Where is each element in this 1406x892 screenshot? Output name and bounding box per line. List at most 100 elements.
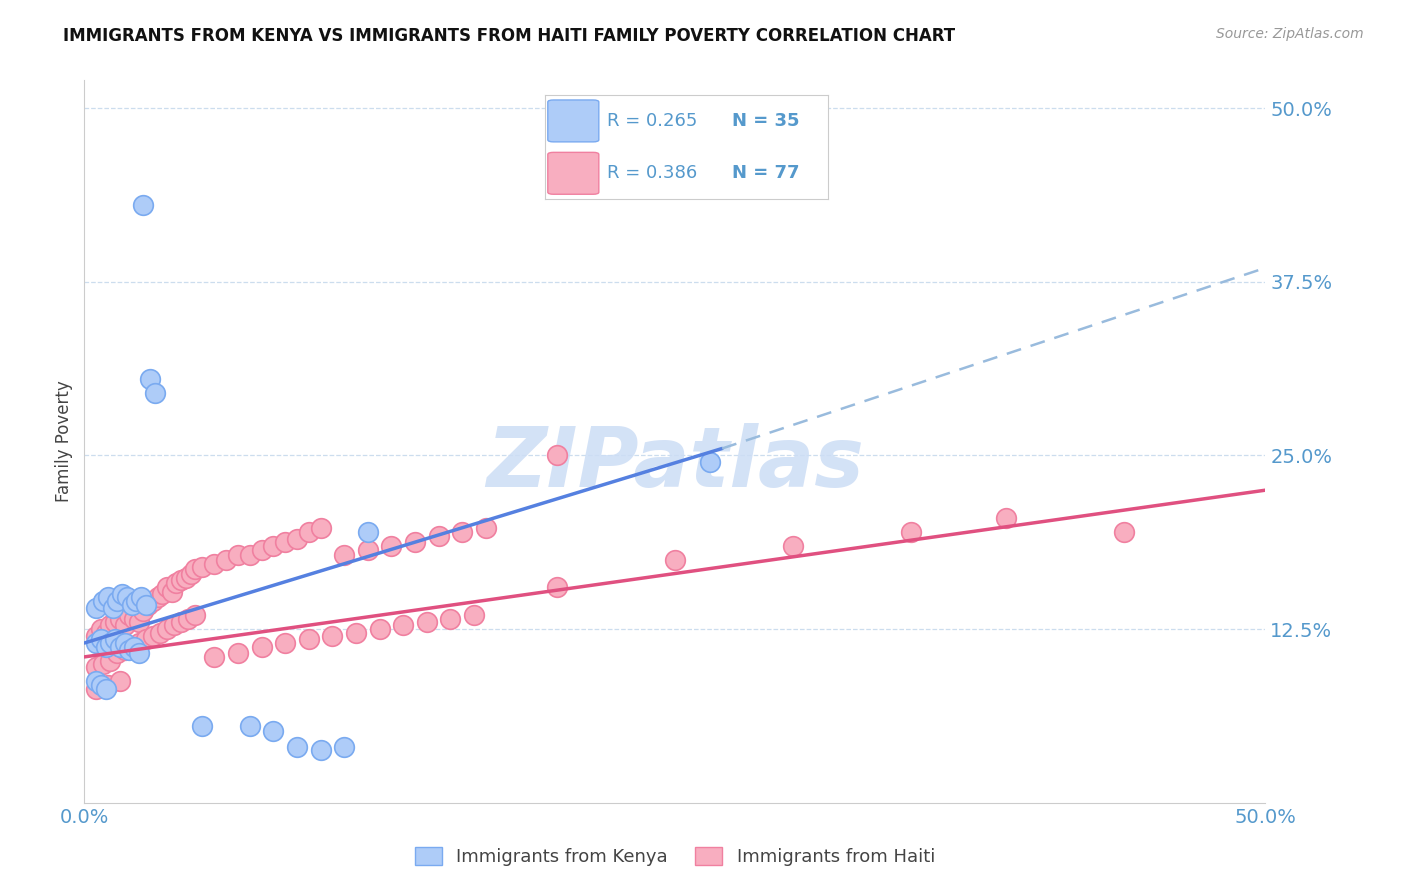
Point bbox=[699, 455, 721, 469]
Point bbox=[121, 599, 143, 613]
Point bbox=[132, 198, 155, 212]
Point bbox=[108, 640, 131, 655]
Point bbox=[84, 659, 107, 673]
Point bbox=[184, 608, 207, 623]
Point bbox=[146, 590, 169, 604]
Point bbox=[90, 678, 112, 692]
Point bbox=[900, 524, 922, 539]
Point bbox=[163, 618, 186, 632]
Point bbox=[184, 562, 207, 576]
Point bbox=[262, 539, 284, 553]
Point bbox=[239, 719, 262, 733]
Point bbox=[1112, 524, 1135, 539]
Point bbox=[114, 636, 136, 650]
Point bbox=[132, 604, 155, 618]
Point bbox=[239, 549, 262, 563]
Point bbox=[118, 608, 141, 623]
Point bbox=[298, 632, 321, 646]
Point bbox=[368, 622, 391, 636]
Point bbox=[104, 615, 127, 630]
Point bbox=[101, 601, 124, 615]
Point bbox=[114, 643, 136, 657]
Text: ZIPatlas: ZIPatlas bbox=[486, 423, 863, 504]
Point bbox=[128, 646, 150, 660]
Point bbox=[250, 640, 273, 655]
Point bbox=[122, 640, 145, 655]
Text: IMMIGRANTS FROM KENYA VS IMMIGRANTS FROM HAITI FAMILY POVERTY CORRELATION CHART: IMMIGRANTS FROM KENYA VS IMMIGRANTS FROM… bbox=[63, 27, 956, 45]
Point bbox=[191, 719, 214, 733]
Point bbox=[104, 632, 127, 646]
Point bbox=[357, 524, 380, 539]
Point bbox=[309, 743, 332, 757]
Point bbox=[416, 615, 439, 630]
Point bbox=[128, 615, 150, 630]
Point bbox=[111, 587, 134, 601]
Point bbox=[156, 581, 179, 595]
Point bbox=[180, 566, 202, 581]
Point bbox=[91, 594, 114, 608]
Point bbox=[94, 681, 117, 696]
Point bbox=[160, 584, 183, 599]
Point bbox=[98, 654, 121, 668]
Point bbox=[97, 678, 120, 692]
Point bbox=[90, 622, 112, 636]
Point bbox=[90, 632, 112, 646]
Point bbox=[166, 576, 188, 591]
Point bbox=[156, 622, 179, 636]
Point bbox=[135, 599, 157, 613]
Point bbox=[139, 372, 162, 386]
Point bbox=[142, 594, 165, 608]
Point bbox=[274, 534, 297, 549]
Point bbox=[84, 629, 107, 643]
Point bbox=[285, 740, 308, 755]
Point bbox=[98, 618, 121, 632]
Point bbox=[122, 612, 145, 626]
Point bbox=[380, 539, 402, 553]
Point bbox=[108, 673, 131, 688]
Point bbox=[135, 632, 157, 646]
Point bbox=[177, 612, 200, 626]
Point bbox=[546, 449, 568, 463]
Point bbox=[191, 559, 214, 574]
Y-axis label: Family Poverty: Family Poverty bbox=[55, 381, 73, 502]
Point bbox=[142, 629, 165, 643]
Point bbox=[115, 590, 138, 604]
Point bbox=[427, 529, 450, 543]
Point bbox=[451, 524, 474, 539]
Point bbox=[215, 552, 238, 566]
Point bbox=[170, 574, 193, 588]
Point bbox=[202, 649, 225, 664]
Point bbox=[298, 524, 321, 539]
Point bbox=[333, 549, 356, 563]
Point bbox=[94, 640, 117, 655]
Point bbox=[274, 636, 297, 650]
Point bbox=[143, 385, 166, 400]
Point bbox=[94, 626, 117, 640]
Point bbox=[344, 626, 367, 640]
Point bbox=[136, 599, 159, 613]
Point bbox=[664, 552, 686, 566]
Point bbox=[97, 590, 120, 604]
Point bbox=[150, 587, 173, 601]
Point bbox=[782, 539, 804, 553]
Point bbox=[226, 646, 249, 660]
Point bbox=[202, 557, 225, 571]
Point bbox=[357, 542, 380, 557]
Point bbox=[392, 618, 415, 632]
Point bbox=[107, 646, 129, 660]
Point bbox=[84, 601, 107, 615]
Point bbox=[285, 532, 308, 546]
Point bbox=[118, 643, 141, 657]
Point bbox=[149, 626, 172, 640]
Point bbox=[91, 657, 114, 671]
Point bbox=[170, 615, 193, 630]
Point bbox=[546, 581, 568, 595]
Point bbox=[121, 640, 143, 655]
Point bbox=[333, 740, 356, 755]
Point bbox=[84, 636, 107, 650]
Point bbox=[125, 594, 148, 608]
Point bbox=[128, 636, 150, 650]
Point bbox=[309, 521, 332, 535]
Point bbox=[226, 549, 249, 563]
Point bbox=[108, 612, 131, 626]
